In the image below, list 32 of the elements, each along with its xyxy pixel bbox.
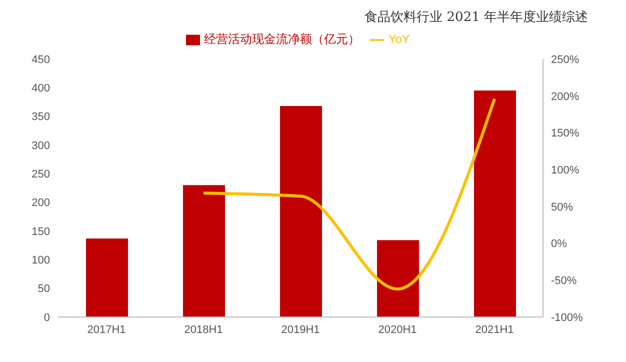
- x-tick-label: 2021H1: [475, 324, 514, 336]
- x-tick-label: 2017H1: [87, 324, 126, 336]
- bar: [474, 90, 516, 317]
- y2-tick-label: 200%: [551, 90, 580, 103]
- y-tick-label: 400: [32, 82, 50, 95]
- y2-tick-label: 0%: [551, 238, 568, 250]
- y2-tick-label: -50%: [551, 275, 577, 288]
- bar: [86, 238, 128, 317]
- bar: [280, 106, 322, 317]
- y2-tick-label: 250%: [551, 54, 580, 66]
- y-tick-label: 100: [32, 254, 50, 267]
- y2-tick-label: 100%: [551, 164, 580, 176]
- x-tick-label: 2019H1: [281, 324, 320, 336]
- legend-label: YoY: [388, 32, 410, 46]
- y-tick-label: 0: [44, 312, 50, 324]
- chart-title: 食品饮料行业 2021 年半年度业绩综述: [364, 9, 589, 26]
- bar: [183, 185, 225, 317]
- x-tick-label: 2018H1: [184, 324, 223, 336]
- y-tick-label: 150: [32, 226, 50, 238]
- line-series: [202, 97, 496, 290]
- y-tick-label: 300: [32, 140, 50, 152]
- y2-tick-label: -100%: [551, 312, 584, 324]
- y-tick-label: 450: [32, 54, 50, 66]
- x-tick-label: 2020H1: [378, 324, 417, 336]
- y-tick-label: 250: [32, 168, 50, 181]
- y-tick-label: 200: [32, 197, 50, 210]
- y-tick-label: 350: [32, 111, 50, 124]
- bar: [377, 240, 419, 317]
- legend-label: 经营活动现金流净额（亿元）: [204, 32, 360, 46]
- y2-tick-label: 50%: [551, 201, 574, 214]
- y2-tick-label: 150%: [551, 128, 580, 140]
- y-tick-label: 50: [38, 283, 50, 296]
